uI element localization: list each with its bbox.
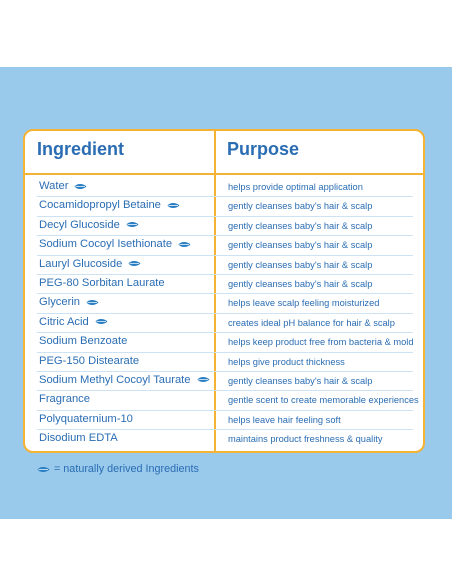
leaf-icon: [95, 319, 108, 325]
leaf-icon: [178, 241, 191, 247]
ingredient-cell: Disodium EDTA: [39, 432, 118, 444]
row-divider: [37, 235, 413, 237]
leaf-icon: [167, 202, 180, 208]
purpose-cell: gently cleanses baby's hair & scalp: [228, 220, 373, 231]
purpose-cell: maintains product freshness & quality: [228, 434, 383, 445]
row-divider: [37, 196, 413, 198]
ingredient-cell: Citric Acid: [39, 316, 108, 328]
ingredient-cell: PEG-80 Sorbitan Laurate: [39, 277, 165, 289]
ingredients-table: Ingredient Purpose Water helps provide op…: [23, 129, 425, 453]
row-divider: [37, 429, 413, 431]
leaf-icon: [37, 466, 50, 472]
ingredient-cell: Sodium Methyl Cocoyl Taurate: [39, 374, 210, 386]
ingredient-name: PEG-150 Distearate: [39, 354, 140, 367]
column-divider: [214, 131, 216, 451]
row-divider: [37, 409, 413, 411]
leaf-icon: [74, 183, 87, 189]
row-divider: [37, 293, 413, 295]
header-divider: [25, 173, 423, 175]
row-divider: [37, 254, 413, 256]
ingredient-cell: Cocamidopropyl Betaine: [39, 199, 180, 211]
header-ingredient: Ingredient: [37, 139, 125, 159]
purpose-cell: helps provide optimal application: [228, 182, 363, 192]
ingredient-cell: Sodium Benzoate: [39, 335, 127, 347]
purpose-cell: gently cleanses baby's hair & scalp: [228, 201, 373, 212]
leaf-icon: [128, 261, 141, 267]
ingredient-name: Lauryl Glucoside: [39, 257, 123, 270]
ingredient-cell: Glycerin: [39, 296, 99, 308]
purpose-cell: gently cleanses baby's hair & scalp: [228, 278, 373, 289]
ingredient-cell: Water: [39, 180, 87, 192]
table-row: Decyl Glucoside gently cleanses baby's ha…: [25, 217, 423, 237]
purpose-cell: helps keep product free from bacteria & …: [228, 337, 414, 348]
table-row: Sodium Methyl Cocoyl Taurate gently clean…: [25, 372, 423, 392]
row-divider: [37, 332, 413, 334]
ingredient-name: Disodium EDTA: [39, 432, 118, 445]
table-row: Sodium Benzoate helps keep product free f…: [25, 333, 423, 353]
table-row: Glycerin helps leave scalp feeling moistu…: [25, 294, 423, 314]
table-body: Water helps provide optimal application Co…: [25, 178, 423, 449]
ingredient-name: Sodium Cocoyl Isethionate: [39, 238, 173, 251]
ingredient-name: Water: [39, 180, 69, 192]
table-row: Disodium EDTA maintains product freshness…: [25, 430, 423, 449]
leaf-icon: [197, 377, 210, 383]
row-divider: [37, 370, 413, 372]
ingredient-name: Cocamidopropyl Betaine: [39, 199, 161, 212]
purpose-cell: helps leave hair feeling soft: [228, 414, 341, 425]
table-row: PEG-150 Distearate helps give product thi…: [25, 353, 423, 372]
table-row: Polyquaternium-10 helps leave hair feelin…: [25, 411, 423, 431]
leaf-icon: [86, 299, 99, 305]
ingredient-name: Decyl Glucoside: [39, 218, 120, 231]
ingredient-name: Fragrance: [39, 393, 90, 406]
ingredients-panel: Ingredient Purpose Water helps provide op…: [0, 67, 452, 519]
ingredient-name: Polyquaternium-10: [39, 412, 133, 425]
ingredient-name: Citric Acid: [39, 315, 89, 328]
ingredient-name: Glycerin: [39, 296, 81, 309]
table-header: Ingredient Purpose: [25, 131, 423, 173]
purpose-cell: helps give product thickness: [228, 356, 345, 367]
leaf-icon: [126, 222, 139, 228]
ingredient-cell: Lauryl Glucoside: [39, 258, 141, 270]
table-row: Cocamidopropyl Betaine gently cleanses ba…: [25, 197, 423, 217]
purpose-cell: gentle scent to create memorable experie…: [228, 395, 419, 406]
ingredient-cell: Sodium Cocoyl Isethionate: [39, 238, 191, 250]
row-divider: [37, 215, 413, 217]
purpose-cell: helps leave scalp feeling moisturized: [228, 298, 380, 309]
table-row: PEG-80 Sorbitan Laurate gently cleanses b…: [25, 275, 423, 295]
legend-text: = naturally derived Ingredients: [54, 463, 199, 475]
purpose-cell: gently cleanses baby's hair & scalp: [228, 240, 373, 251]
row-divider: [37, 312, 413, 314]
legend: = naturally derived Ingredients: [37, 463, 199, 475]
table-row: Water helps provide optimal application: [25, 178, 423, 198]
purpose-cell: creates ideal pH balance for hair & scal…: [228, 317, 395, 328]
row-divider: [37, 390, 413, 392]
table-row: Lauryl Glucoside gently cleanses baby's h…: [25, 256, 423, 275]
ingredient-cell: Fragrance: [39, 393, 90, 405]
ingredient-name: PEG-80 Sorbitan Laurate: [39, 276, 165, 289]
ingredient-name: Sodium Benzoate: [39, 335, 128, 348]
row-divider: [37, 273, 413, 275]
table-row: Sodium Cocoyl Isethionate gently cleanses…: [25, 236, 423, 256]
table-row: Citric Acid creates ideal pH balance for …: [25, 314, 423, 334]
ingredient-cell: Polyquaternium-10: [39, 413, 133, 425]
ingredient-name: Sodium Methyl Cocoyl Taurate: [39, 373, 191, 386]
ingredient-cell: PEG-150 Distearate: [39, 355, 139, 367]
purpose-cell: gently cleanses baby's hair & scalp: [228, 259, 373, 270]
purpose-cell: gently cleanses baby's hair & scalp: [228, 375, 373, 386]
header-purpose: Purpose: [227, 139, 300, 159]
table-row: Fragrance gentle scent to create memorabl…: [25, 391, 423, 411]
ingredient-cell: Decyl Glucoside: [39, 219, 139, 231]
row-divider: [37, 351, 413, 353]
